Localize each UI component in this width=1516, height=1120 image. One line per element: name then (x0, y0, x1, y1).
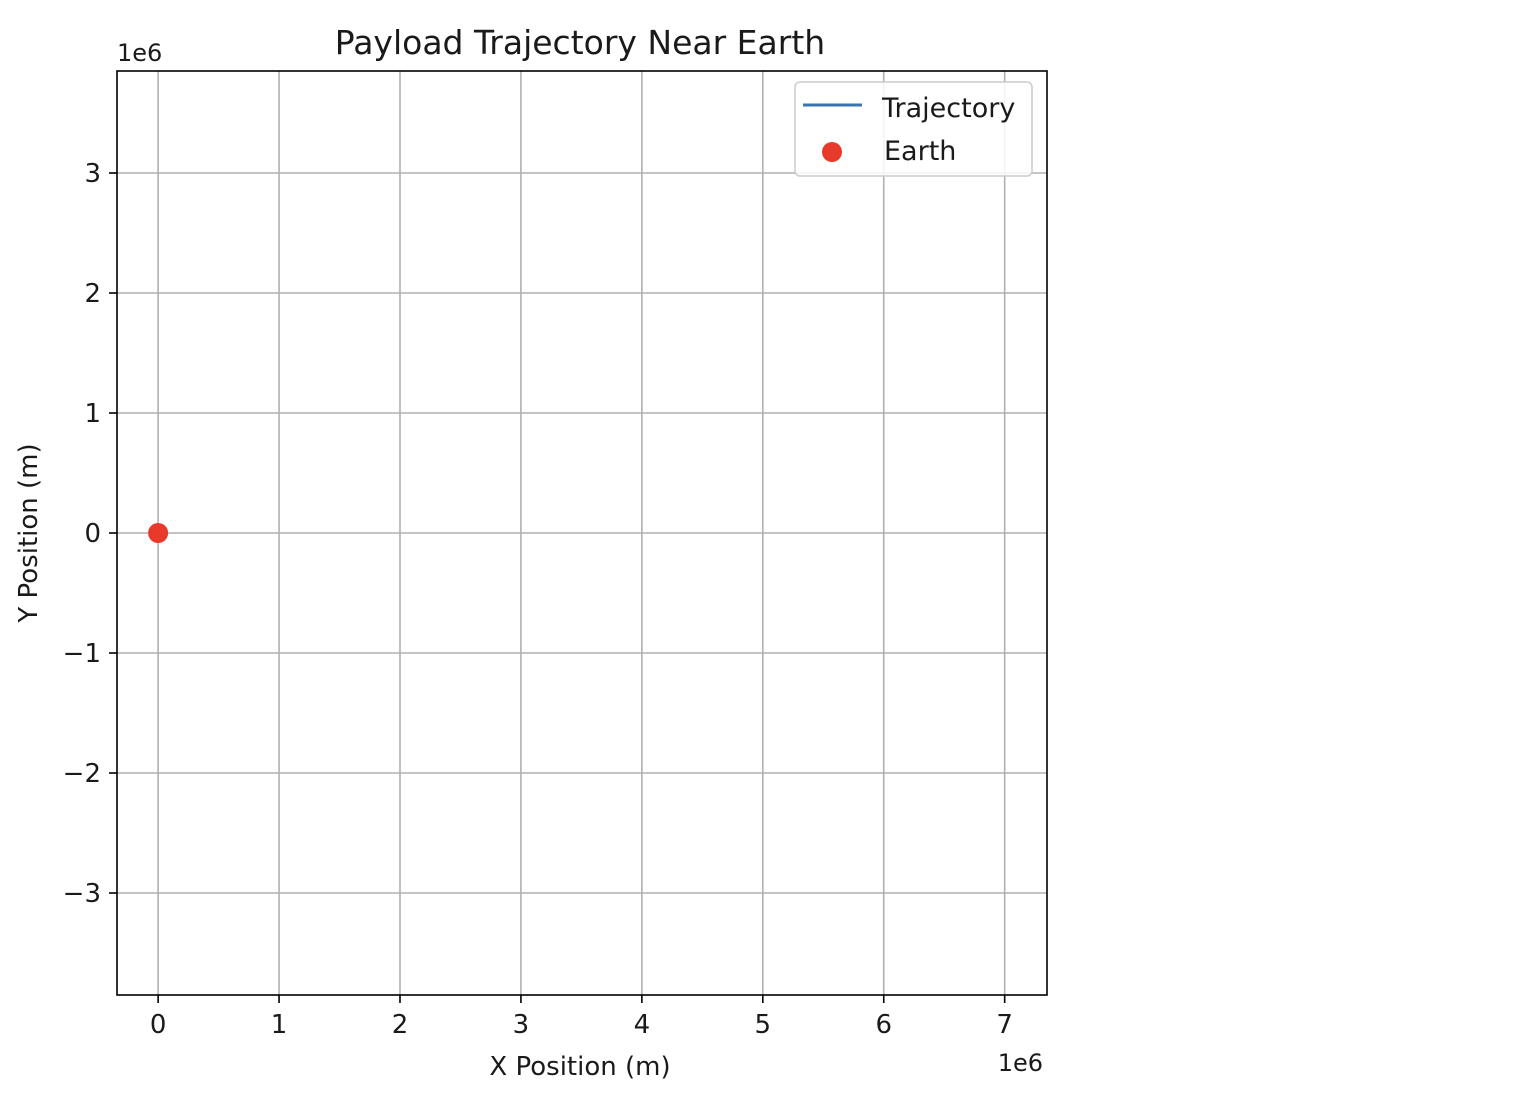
y-axis-ticks: −3 −2 −1 0 1 2 3 (63, 159, 117, 909)
x-tick-label: 5 (755, 1010, 772, 1040)
legend-earth-label: Earth (884, 136, 956, 167)
x-tick-label: 7 (996, 1010, 1013, 1040)
chart-title: Payload Trajectory Near Earth (335, 23, 825, 62)
x-tick-label: 4 (634, 1010, 651, 1040)
y-tick-label: 0 (84, 519, 101, 549)
x-tick-label: 3 (513, 1010, 530, 1040)
x-axis-label: X Position (m) (489, 1052, 670, 1082)
y-tick-label: −1 (63, 639, 101, 669)
plot-frame (116, 70, 1048, 996)
legend-earth-swatch (822, 142, 842, 162)
grid (117, 71, 1047, 995)
y-tick-label: 2 (84, 279, 101, 309)
x-tick-label: 0 (150, 1010, 167, 1040)
legend: Trajectory Earth (794, 81, 1033, 177)
x-tick-label: 6 (875, 1010, 892, 1040)
y-tick-label: −3 (63, 879, 101, 909)
y-tick-label: 3 (84, 159, 101, 189)
x-tick-label: 1 (271, 1010, 288, 1040)
earth-point (148, 523, 169, 543)
y-tick-label: −2 (63, 759, 101, 789)
x-offset-text: 1e6 (998, 1049, 1043, 1077)
y-offset-text: 1e6 (117, 39, 162, 67)
legend-trajectory-label: Trajectory (881, 93, 1015, 124)
y-axis-label: Y Position (m) (14, 443, 44, 623)
x-tick-label: 2 (392, 1010, 409, 1040)
x-axis-ticks: 0 1 2 3 4 5 6 7 (150, 995, 1013, 1040)
y-tick-label: 1 (84, 399, 101, 429)
series-layer (148, 523, 169, 543)
